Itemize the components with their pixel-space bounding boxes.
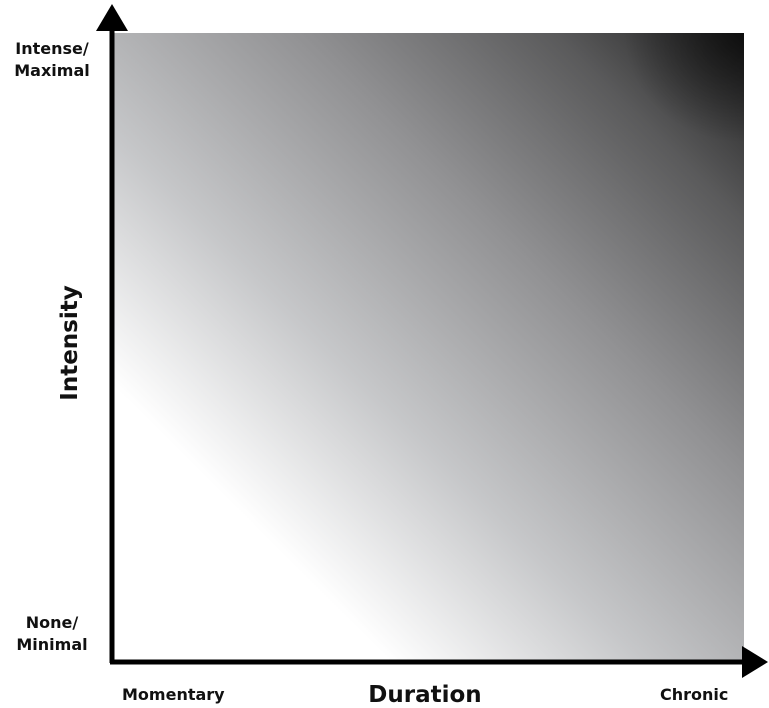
y-axis-bottom-label: None/ Minimal bbox=[2, 612, 102, 656]
x-axis-title: Duration bbox=[368, 682, 482, 708]
y-axis-title: Intensity bbox=[57, 285, 83, 401]
y-axis-top-label-line2: Maximal bbox=[14, 61, 90, 80]
x-axis-arrowhead bbox=[742, 646, 768, 678]
y-axis-arrowhead bbox=[96, 4, 128, 31]
intensity-duration-gradient bbox=[112, 33, 744, 661]
y-axis-bottom-label-line1: None/ bbox=[25, 613, 79, 632]
y-axis-top-label: Intense/ Maximal bbox=[2, 38, 102, 82]
y-axis-top-label-line1: Intense/ bbox=[15, 39, 89, 58]
x-axis-right-label: Chronic bbox=[660, 685, 729, 704]
y-axis-bottom-label-line2: Minimal bbox=[16, 635, 88, 654]
x-axis-left-label: Momentary bbox=[122, 685, 225, 704]
